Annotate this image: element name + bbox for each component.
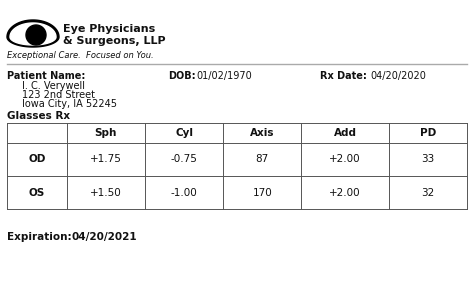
Text: 01/02/1970: 01/02/1970 [196, 71, 252, 81]
Text: 32: 32 [421, 187, 435, 197]
Text: 04/20/2020: 04/20/2020 [370, 71, 426, 81]
Text: OS: OS [29, 187, 45, 197]
Text: I. C. Verywell: I. C. Verywell [22, 81, 85, 91]
Text: PD: PD [420, 128, 436, 138]
Text: OD: OD [28, 154, 46, 164]
Text: Patient Name:: Patient Name: [7, 71, 85, 81]
Text: Cyl: Cyl [175, 128, 193, 138]
Polygon shape [10, 23, 56, 45]
Text: -0.75: -0.75 [171, 154, 198, 164]
Text: Sph: Sph [95, 128, 117, 138]
Text: Exceptional Care.  Focused on You.: Exceptional Care. Focused on You. [7, 51, 154, 60]
Text: Axis: Axis [250, 128, 274, 138]
Text: Expiration:: Expiration: [7, 232, 72, 242]
Text: Rx Date:: Rx Date: [320, 71, 367, 81]
Polygon shape [7, 20, 59, 47]
Text: +2.00: +2.00 [329, 154, 361, 164]
Text: 170: 170 [253, 187, 272, 197]
Circle shape [26, 25, 46, 45]
Text: Iowa City, IA 52245: Iowa City, IA 52245 [22, 99, 117, 109]
Text: Eye Physicians: Eye Physicians [63, 24, 155, 34]
Text: 123 2nd Street: 123 2nd Street [22, 90, 95, 100]
Text: DOB:: DOB: [168, 71, 196, 81]
Text: Add: Add [334, 128, 356, 138]
Text: 04/20/2021: 04/20/2021 [72, 232, 137, 242]
Text: 33: 33 [421, 154, 435, 164]
Text: Glasses Rx: Glasses Rx [7, 111, 70, 121]
Text: +1.75: +1.75 [90, 154, 122, 164]
Text: -1.00: -1.00 [171, 187, 198, 197]
Text: +1.50: +1.50 [90, 187, 122, 197]
Text: & Surgeons, LLP: & Surgeons, LLP [63, 36, 165, 46]
Text: 87: 87 [255, 154, 269, 164]
Text: +2.00: +2.00 [329, 187, 361, 197]
